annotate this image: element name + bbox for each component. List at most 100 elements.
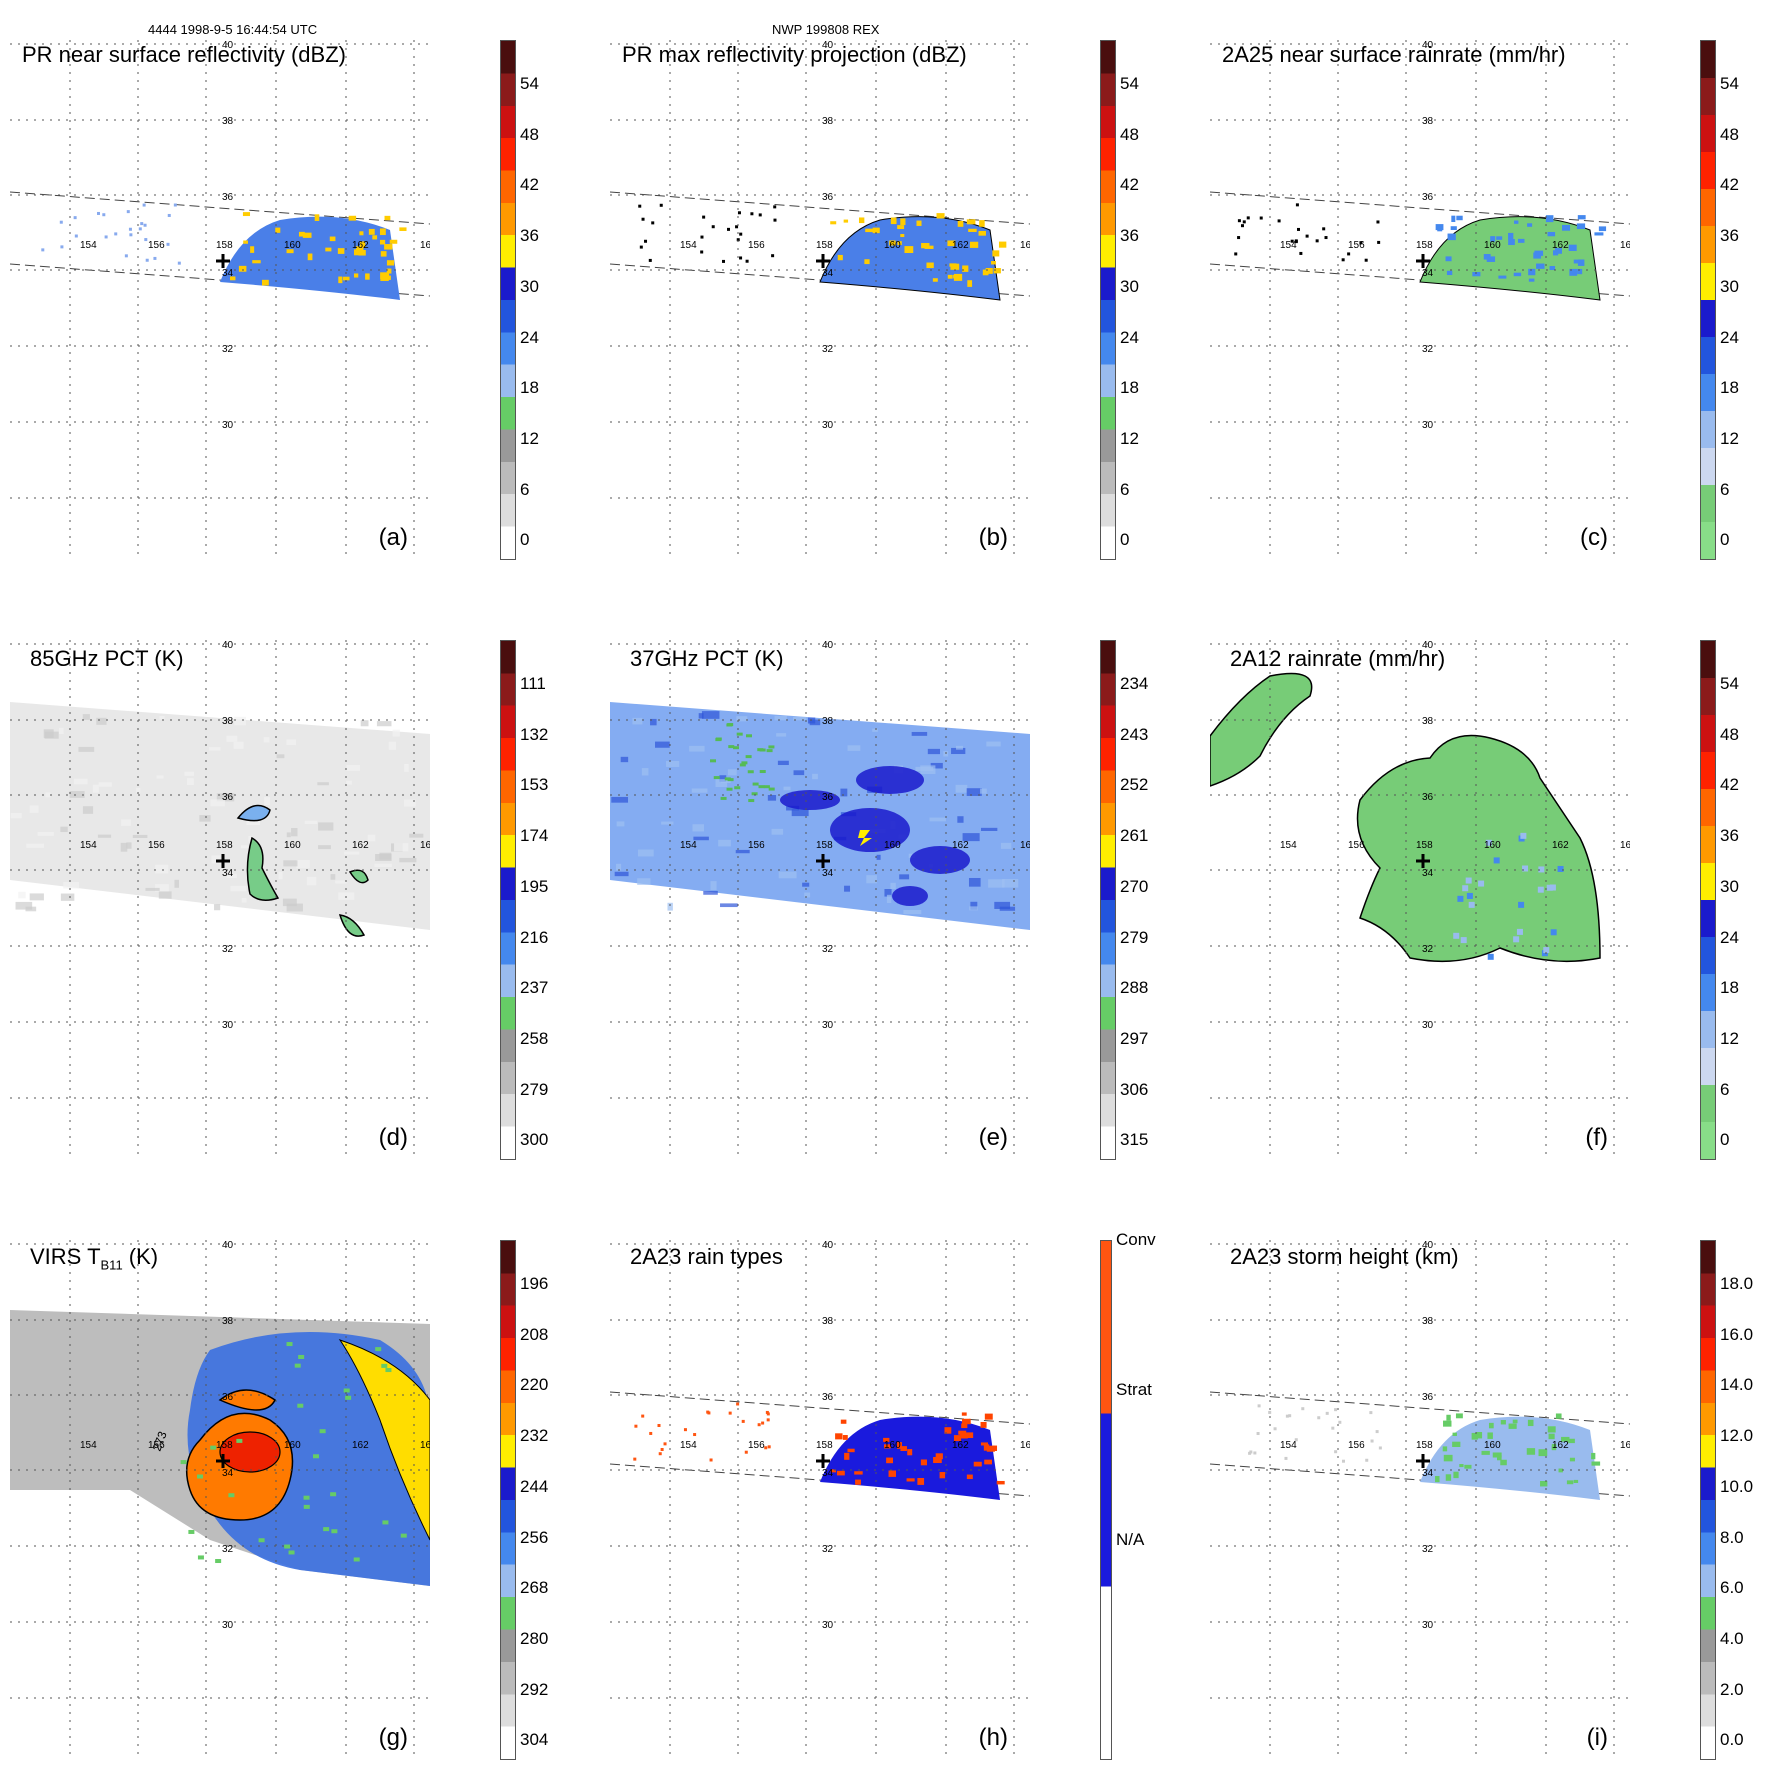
cloud-cell: [246, 836, 280, 901]
colorbar-tick-label: 195: [520, 876, 549, 896]
lat-label: 38: [822, 716, 834, 727]
rain-cell: [1508, 1423, 1517, 1429]
texture-cell: [751, 792, 758, 796]
rain-cell: [1472, 272, 1481, 277]
colorbar-tick-label: 0: [1720, 1130, 1730, 1150]
rain-cell: [1528, 278, 1535, 282]
rain-cell: [1437, 228, 1443, 232]
texture-cell: [1002, 879, 1019, 888]
rain-cell: [736, 1402, 740, 1406]
storm-center-marker: [816, 1454, 830, 1468]
rain-area: [1210, 672, 1313, 787]
rain-cell: [142, 203, 146, 207]
texture-cell: [381, 1363, 388, 1368]
texture-cell: [866, 875, 877, 884]
rain-cell: [1514, 220, 1519, 224]
lon-label: 162: [352, 1440, 369, 1451]
colorbar-tick-label: 297: [1120, 1028, 1149, 1048]
lat-label: 40: [822, 640, 834, 651]
rain-cell: [261, 279, 269, 286]
lat-label: 34: [822, 268, 834, 279]
texture-cell: [346, 780, 352, 785]
texture-cell: [733, 746, 740, 750]
rain-cell: [767, 1445, 771, 1449]
rain-cell: [982, 269, 989, 276]
texture-cell: [666, 761, 680, 767]
title-tail: (K): [122, 1244, 159, 1269]
colorbar-tick-label: 208: [520, 1324, 549, 1344]
rain-cell: [961, 1412, 967, 1416]
rain-cell: [1459, 1464, 1464, 1468]
texture-cell: [73, 778, 88, 785]
rain-cell: [660, 1447, 664, 1451]
texture-cell: [197, 1474, 204, 1479]
rain-cell: [1516, 928, 1523, 935]
colorbar-ticks: 54 48 42 36 30 24 18 12 6 0: [1120, 40, 1180, 560]
colorbar-tick-label: 54: [1720, 674, 1739, 693]
swath-edge: [610, 1391, 1030, 1425]
texture-cell: [158, 891, 172, 899]
rain-cell: [242, 212, 251, 217]
rain-cell: [238, 265, 247, 272]
lon-label: 158: [816, 1440, 833, 1451]
rain-cell: [380, 251, 387, 257]
lon-label: 156: [1348, 240, 1365, 251]
rain-cell: [1591, 1461, 1601, 1466]
colorbar-tick-label: 48: [1720, 124, 1739, 144]
rain-cell: [1551, 1443, 1557, 1451]
texture-cell: [376, 721, 392, 727]
lon-label: 156: [748, 1440, 765, 1451]
colorbar-tick-label: 18: [1720, 378, 1739, 398]
texture-cell: [286, 1342, 293, 1347]
rain-cell: [968, 228, 977, 232]
title-subscript: B11: [100, 1257, 123, 1273]
rain-cell: [380, 272, 390, 280]
rain-cell: [1322, 227, 1326, 231]
rain-cell: [926, 262, 934, 269]
panel-g: 273 40 38 36 34 32 30 154 156 158 160 162 164 VIRS T…: [0, 1240, 548, 1760]
lat-label: 38: [222, 716, 234, 727]
panel-label: (b): [978, 524, 1008, 551]
rain-cell: [74, 234, 78, 238]
lat-label: 32: [822, 1544, 834, 1555]
rain-cell: [1569, 1457, 1575, 1462]
texture-cell: [343, 1388, 350, 1393]
storm-center-marker: [1416, 1454, 1430, 1468]
colorbar: [1700, 1240, 1716, 1760]
rain-cell: [992, 250, 1000, 257]
texture-cell: [248, 835, 253, 842]
rain-cell: [897, 225, 905, 230]
cold-cloud: [218, 1389, 276, 1411]
rain-cell: [372, 235, 378, 240]
rain-cell: [325, 247, 332, 252]
colorbar-tick-label: 42: [520, 175, 539, 195]
rain-cell: [854, 1471, 863, 1475]
rain-cell: [1234, 252, 1238, 256]
rain-cell: [744, 1450, 748, 1454]
texture-cell: [69, 791, 85, 798]
texture-cell: [739, 763, 746, 767]
rain-cell: [758, 213, 762, 217]
colorbar-tick-label: 24: [1720, 927, 1739, 947]
texture-cell: [29, 805, 39, 813]
rain-cell: [840, 1419, 847, 1424]
texture-cell: [763, 785, 770, 789]
lat-label: 32: [1422, 344, 1434, 355]
rain-cell: [935, 1453, 943, 1460]
texture-cell: [132, 834, 148, 838]
map-svg: 40 38 36 34 32 30 154 156 158 160 162 164: [10, 640, 430, 1160]
texture-cell: [29, 893, 44, 901]
texture-cell: [294, 1363, 301, 1368]
texture-cell: [58, 727, 64, 734]
panel-label: (a): [378, 524, 408, 551]
panel-a: 40 38 36 34 32 30 154 156 158 160 162 164 PR near s…: [0, 40, 539, 560]
lat-label: 32: [222, 944, 234, 955]
rain-cell: [1324, 236, 1328, 240]
rain-cell: [651, 221, 655, 225]
swath-background: [10, 702, 430, 930]
lat-label: 30: [222, 1620, 234, 1631]
colorbar-tick-label: 48: [1120, 124, 1139, 144]
rain-cell: [384, 244, 393, 250]
texture-cell: [968, 877, 981, 887]
texture-cell: [319, 1429, 326, 1434]
